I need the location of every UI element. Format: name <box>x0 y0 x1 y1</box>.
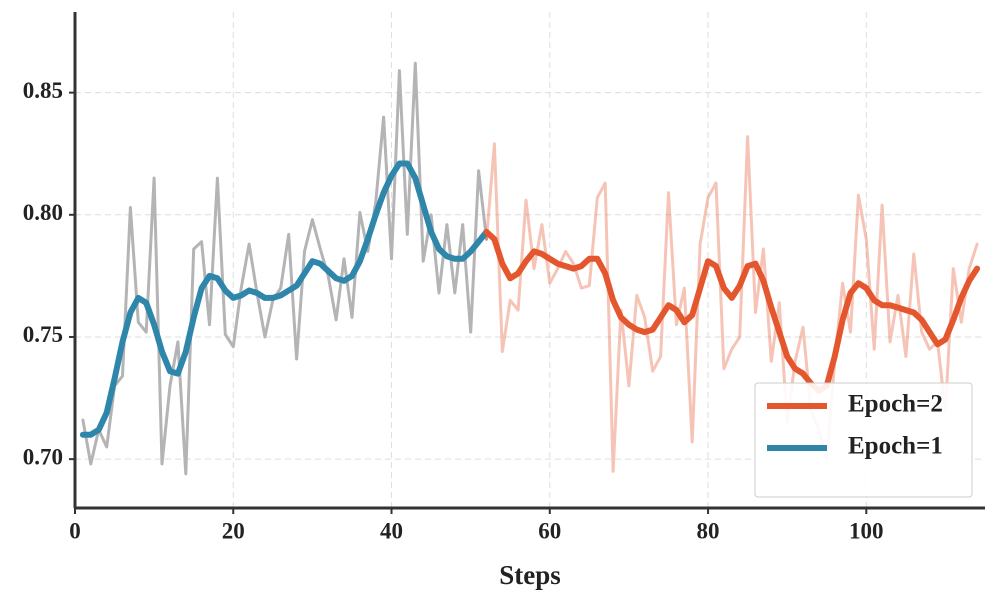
x-tick-label: 20 <box>222 518 245 543</box>
x-tick-label: 40 <box>380 518 403 543</box>
x-tick-label: 100 <box>849 518 884 543</box>
x-tick-label: 60 <box>538 518 561 543</box>
x-tick-label: 80 <box>697 518 720 543</box>
legend-label: Epoch=1 <box>848 433 943 460</box>
line <box>79 160 490 438</box>
line <box>81 61 488 476</box>
y-tick-label: 0.70 <box>23 444 63 469</box>
legend-box <box>754 382 973 498</box>
y-tick-label: 0.85 <box>23 78 63 103</box>
legend-label: Epoch=2 <box>848 391 943 418</box>
line <box>485 135 979 473</box>
line <box>483 228 981 394</box>
x-tick-label: 0 <box>69 518 81 543</box>
y-tick-label: 0.80 <box>23 200 63 225</box>
x-axis-label: Steps <box>499 560 561 590</box>
y-tick-label: 0.75 <box>23 322 63 347</box>
